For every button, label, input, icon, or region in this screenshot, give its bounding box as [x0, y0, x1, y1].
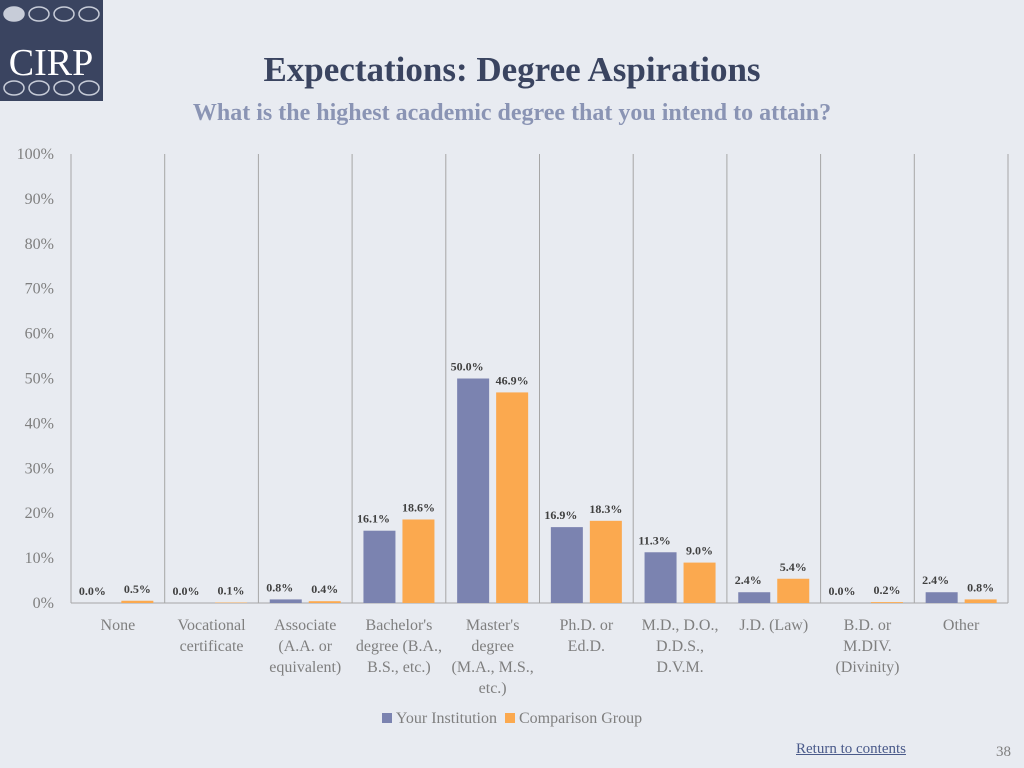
y-tick-label: 60%: [25, 326, 54, 343]
data-label: 46.9%: [496, 373, 529, 387]
data-label: 16.9%: [544, 508, 577, 522]
y-tick-label: 30%: [25, 460, 54, 477]
return-to-contents-link[interactable]: Return to contents: [796, 741, 906, 757]
bar: [964, 599, 997, 603]
logo-dot: [3, 80, 25, 96]
data-label: 0.1%: [218, 584, 245, 598]
x-tick-label: Vocational certificate: [177, 617, 246, 655]
cirp-logo: CIRP: [0, 0, 103, 101]
bar: [925, 592, 958, 603]
y-tick-label: 80%: [25, 236, 54, 253]
y-tick-label: 50%: [25, 371, 54, 388]
bar: [496, 392, 529, 603]
x-tick-label: M.D., D.O., D.D.S., D.V.M.: [642, 617, 719, 676]
legend-swatch: [381, 713, 392, 723]
page-number: 38: [996, 744, 1011, 760]
legend-label: Your Institution: [395, 710, 497, 727]
y-tick-label: 20%: [25, 505, 54, 522]
data-label: 0.0%: [173, 584, 200, 598]
bar-chart: 0% 10% 20% 30% 40% 50% 60% 70% 80% 90% 100% 0.0% 0.5…: [17, 146, 1009, 697]
data-label: 0.8%: [266, 580, 293, 594]
data-label: 0.8%: [967, 580, 994, 594]
y-tick-label: 100%: [17, 146, 54, 163]
data-label: 18.3%: [589, 502, 622, 516]
data-label: 0.0%: [828, 584, 855, 598]
legend-item: Your Institution: [381, 710, 497, 728]
x-tick-label: B.D. or M.DIV. (Divinity): [835, 617, 899, 676]
data-label: 2.4%: [735, 573, 762, 587]
logo-dot: [78, 6, 100, 22]
data-label: 0.2%: [873, 583, 900, 597]
logo-text: CIRP: [9, 42, 93, 84]
y-tick-label: 90%: [25, 191, 54, 208]
bar: [269, 599, 302, 603]
data-label: 18.6%: [402, 500, 435, 514]
x-tick-label: Other: [943, 617, 980, 634]
data-label: 0.5%: [124, 582, 151, 596]
bar: [870, 602, 903, 603]
bar: [308, 601, 341, 603]
bar: [777, 578, 810, 603]
logo-dot: [28, 80, 50, 96]
data-label: 9.0%: [686, 544, 713, 558]
bar: [402, 519, 435, 603]
data-label: 50.0%: [451, 360, 484, 374]
y-tick-label: 70%: [25, 281, 54, 298]
page-subtitle: What is the highest academic degree that…: [192, 100, 832, 126]
bar: [738, 592, 771, 603]
data-label: 2.4%: [922, 573, 949, 587]
logo-dot: [3, 6, 25, 22]
logo-dot: [28, 6, 50, 22]
x-tick-label: Bachelor's degree (B.A., B.S., etc.): [356, 617, 442, 676]
data-label: 5.4%: [780, 560, 807, 574]
logo-dot: [53, 6, 75, 22]
legend-swatch: [504, 713, 515, 723]
logo-dot: [53, 80, 75, 96]
bar: [363, 530, 396, 603]
bar: [121, 600, 154, 603]
legend-item: Comparison Group: [504, 710, 643, 728]
x-tick-label: Ph.D. or Ed.D.: [559, 617, 613, 655]
data-label: 11.3%: [638, 533, 670, 547]
y-tick-label: 40%: [25, 415, 54, 432]
cirp-logo-graphic: CIRP: [3, 6, 100, 96]
bar: [589, 520, 622, 603]
page-title: Expectations: Degree Aspirations: [263, 50, 761, 89]
bar: [550, 527, 583, 603]
x-tick-label: J.D. (Law): [739, 617, 808, 634]
bar: [683, 562, 716, 603]
logo-dot: [78, 80, 100, 96]
data-label: 0.4%: [311, 582, 338, 596]
x-tick-label: Master's degree (M.A., M.S., etc.): [452, 617, 534, 697]
x-tick-label: None: [101, 617, 136, 634]
x-tick-label: Associate (A.A. or equivalent): [269, 617, 341, 676]
data-label: 0.0%: [79, 584, 106, 598]
bar: [644, 552, 677, 603]
y-tick-label: 0%: [33, 595, 54, 612]
chart-legend: Your Institution Comparison Group: [0, 710, 1024, 728]
data-label: 16.1%: [357, 512, 390, 526]
legend-label: Comparison Group: [518, 710, 643, 727]
bar: [457, 378, 490, 603]
y-tick-label: 10%: [25, 550, 54, 567]
